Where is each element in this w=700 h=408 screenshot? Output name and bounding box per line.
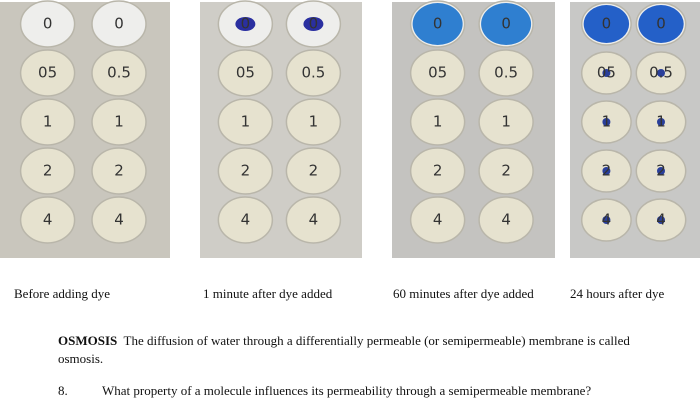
dish-label: 1 bbox=[309, 113, 319, 131]
dye bbox=[638, 5, 684, 43]
petri-dish bbox=[285, 98, 342, 146]
dish-label: 2 bbox=[602, 162, 612, 180]
dish-label: 05 bbox=[38, 64, 57, 82]
dish-label: 05 bbox=[428, 64, 447, 82]
dish-label: 4 bbox=[241, 211, 251, 229]
photo-strip: 0 0 05 0.5 1 1 2 2 4 4 0 0 05 0.5 1 1 2 2 4 4 0 0 05 0.5 1 1 2 2 4 4 0… bbox=[0, 0, 700, 258]
petri-dish bbox=[409, 147, 466, 195]
petri-dish bbox=[478, 196, 534, 244]
petri-dish bbox=[217, 196, 274, 244]
dye bbox=[657, 118, 665, 126]
petri-dish bbox=[91, 196, 147, 244]
petri-dish bbox=[409, 49, 466, 97]
dish-label: 2 bbox=[501, 162, 511, 180]
petri-dish bbox=[285, 147, 342, 195]
dish-label: 0 bbox=[43, 15, 53, 33]
dye bbox=[657, 69, 665, 77]
dish-label: 05 bbox=[597, 64, 616, 82]
petri-dish bbox=[217, 147, 274, 195]
question-text: What property of a molecule influences i… bbox=[102, 383, 592, 398]
dish-label: 1 bbox=[114, 113, 124, 131]
petri-dish bbox=[285, 196, 342, 244]
caption: 24 hours after dye bbox=[570, 286, 665, 301]
petri-dish bbox=[409, 98, 466, 146]
petri-dish bbox=[91, 98, 147, 146]
petri-dish bbox=[91, 49, 147, 97]
dish-label: 0.5 bbox=[494, 64, 518, 82]
dye bbox=[235, 17, 256, 31]
petri-dish bbox=[19, 147, 76, 195]
petri-dish bbox=[478, 98, 534, 146]
dish-label: 2 bbox=[43, 162, 53, 180]
petri-dish bbox=[19, 49, 76, 97]
dish-label: 1 bbox=[433, 113, 443, 131]
petri-dish bbox=[19, 196, 76, 244]
caption: 60 minutes after dye added bbox=[393, 286, 534, 301]
petri-dish bbox=[478, 147, 534, 195]
dish-label: 4 bbox=[43, 211, 53, 229]
dye bbox=[481, 3, 532, 45]
dish-label: 1 bbox=[501, 113, 511, 131]
dish-label: 0 bbox=[309, 15, 319, 33]
definition-text: The diffusion of water through a differe… bbox=[58, 333, 630, 366]
dish-label: 2 bbox=[241, 162, 251, 180]
dish-label: 4 bbox=[656, 211, 666, 229]
dish-label: 4 bbox=[433, 211, 443, 229]
petri-dish bbox=[217, 49, 274, 97]
dish-label: 4 bbox=[501, 211, 511, 229]
term: OSMOSIS bbox=[58, 333, 118, 348]
petri-dish bbox=[19, 98, 76, 146]
caption: Before adding dye bbox=[14, 286, 111, 301]
dye bbox=[602, 216, 611, 224]
dish-label: 1 bbox=[656, 113, 666, 131]
dish-label: 0.5 bbox=[649, 64, 673, 82]
dish-label: 4 bbox=[602, 211, 612, 229]
dish-label: 2 bbox=[433, 162, 443, 180]
dye bbox=[412, 3, 463, 45]
dish-label: 1 bbox=[241, 113, 251, 131]
dish-label: 0 bbox=[241, 15, 251, 33]
petri-dish bbox=[19, 0, 76, 48]
petri-dish bbox=[285, 49, 342, 97]
dish-label: 0.5 bbox=[301, 64, 325, 82]
dish-label: 0 bbox=[501, 15, 511, 33]
dish-label: 1 bbox=[43, 113, 53, 131]
dish-label: 2 bbox=[309, 162, 319, 180]
dye bbox=[602, 69, 611, 77]
petri-dish bbox=[478, 49, 534, 97]
dish-label: 1 bbox=[602, 113, 612, 131]
petri-dish bbox=[217, 98, 274, 146]
dish-label: 0 bbox=[114, 15, 124, 33]
dye bbox=[303, 17, 324, 31]
definition: OSMOSIS The diffusion of water through a… bbox=[58, 332, 658, 368]
dish-label: 0 bbox=[433, 15, 443, 33]
dish-label: 0 bbox=[656, 15, 666, 33]
dye bbox=[657, 216, 665, 224]
dish-label: 0.5 bbox=[107, 64, 131, 82]
dish-label: 4 bbox=[114, 211, 124, 229]
dye bbox=[657, 167, 665, 175]
dish-label: 2 bbox=[656, 162, 666, 180]
dish-label: 2 bbox=[114, 162, 124, 180]
dye bbox=[583, 5, 630, 43]
dye bbox=[602, 118, 611, 126]
petri-dish bbox=[91, 147, 147, 195]
dish-label: 0 bbox=[602, 15, 612, 33]
petri-dish bbox=[409, 196, 466, 244]
dish-label: 4 bbox=[309, 211, 319, 229]
dish-label: 05 bbox=[236, 64, 255, 82]
question-number: 8. bbox=[58, 383, 68, 398]
dye bbox=[602, 167, 611, 175]
petri-dish bbox=[91, 0, 147, 48]
caption: 1 minute after dye added bbox=[203, 286, 333, 301]
